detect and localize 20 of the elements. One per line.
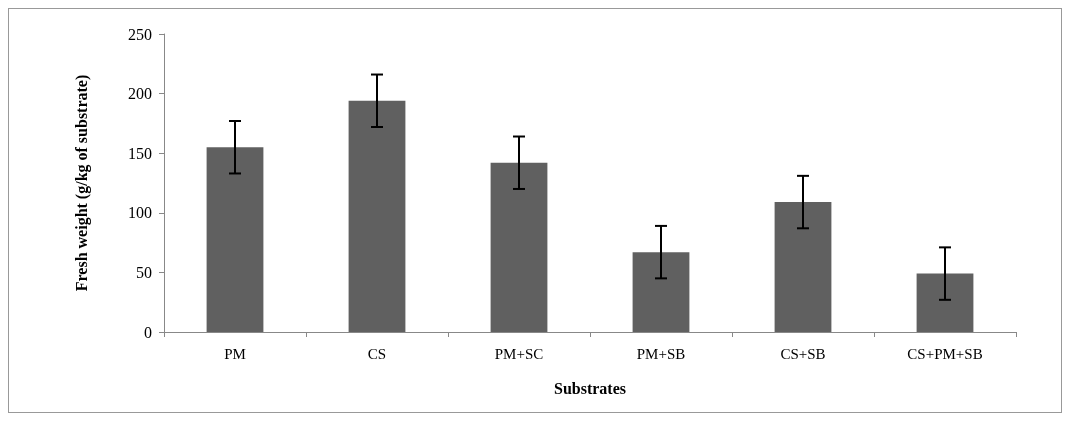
y-tick-label: 100	[128, 204, 152, 222]
bar	[916, 273, 974, 332]
x-tick-label: PM+SC	[494, 345, 544, 362]
bar	[348, 100, 406, 332]
x-tick-label: CS+SB	[780, 345, 826, 362]
x-tick-label: PM	[224, 345, 246, 362]
bar	[490, 162, 548, 332]
y-axis-title: Fresh weight (g/kg of substrate)	[72, 74, 91, 292]
y-tick-label: 50	[136, 263, 152, 281]
bar	[774, 202, 832, 332]
y-tick-label: 150	[128, 144, 152, 162]
bar	[206, 147, 264, 332]
y-tick-label: 250	[128, 25, 152, 43]
y-tick-label: 200	[128, 85, 152, 103]
x-axis-title: Substrates	[553, 379, 627, 397]
y-tick-label: 0	[144, 323, 152, 341]
x-tick-label: PM+SB	[636, 345, 686, 362]
x-tick-label: CS	[367, 345, 387, 362]
x-tick-label: CS+PM+SB	[907, 345, 983, 362]
bar	[632, 252, 690, 332]
